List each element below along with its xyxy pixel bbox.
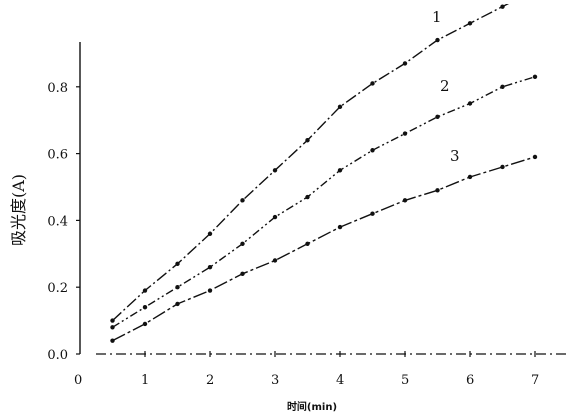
data-point-series-1-6 — [305, 138, 310, 143]
x-tick-label-0: 0 — [74, 373, 82, 388]
data-point-series-3-4 — [240, 271, 245, 277]
data-point-series-1-0 — [110, 318, 115, 323]
data-point-series-2-7 — [337, 168, 343, 173]
x-tick-label-7: 7 — [531, 373, 539, 388]
x-tick-label-3: 3 — [271, 373, 279, 388]
data-point-series-1-3 — [207, 231, 213, 236]
series-line-3 — [112, 156, 536, 342]
data-point-series-2-12 — [500, 84, 505, 90]
data-point-series-2-2 — [175, 285, 180, 290]
data-point-series-3-11 — [467, 174, 473, 180]
data-point-series-3-3 — [207, 288, 213, 293]
data-point-series-3-13 — [532, 154, 538, 160]
y-tick-label-0.8: 0.8 — [47, 81, 68, 96]
data-point-series-2-5 — [272, 214, 278, 220]
data-point-series-3-2 — [175, 301, 180, 307]
y-axis-label: 吸光度(A) — [9, 174, 28, 246]
series-label-3: 3 — [450, 147, 460, 165]
x-tick-label-4: 4 — [336, 373, 344, 388]
series-lines — [112, 4, 536, 342]
series-line-1 — [112, 4, 510, 322]
data-point-series-2-9 — [402, 131, 408, 136]
y-tick-label-0.6: 0.6 — [47, 148, 68, 163]
data-point-series-2-6 — [305, 194, 310, 200]
axes — [79, 42, 570, 355]
data-point-series-2-0 — [110, 325, 115, 330]
data-point-series-2-1 — [142, 305, 148, 310]
data-point-series-1-8 — [370, 81, 375, 86]
data-point-series-2-4 — [240, 241, 245, 246]
tick-labels: 0 1 2 3 4 5 6 7 0.0 0.2 0.4 0.6 0.8 — [47, 81, 539, 388]
data-point-series-3-12 — [500, 164, 505, 170]
data-point-series-3-5 — [272, 258, 278, 263]
data-point-series-3-1 — [142, 321, 148, 327]
data-point-series-3-6 — [305, 241, 310, 246]
data-point-series-1-9 — [402, 61, 408, 66]
data-point-series-3-9 — [402, 198, 408, 203]
data-point-series-1-1 — [142, 288, 148, 293]
data-point-series-3-0 — [110, 338, 115, 343]
series-labels: 1 2 3 — [432, 8, 460, 165]
data-point-series-3-10 — [435, 188, 440, 193]
data-point-series-1-5 — [272, 168, 278, 173]
data-point-series-1-2 — [175, 261, 180, 267]
y-tick-label-0.2: 0.2 — [47, 281, 68, 296]
data-point-series-2-11 — [467, 101, 473, 106]
data-point-series-1-4 — [240, 198, 245, 203]
data-point-series-1-11 — [467, 21, 473, 26]
y-tick-label-0.4: 0.4 — [47, 214, 68, 229]
series-line-2 — [112, 76, 536, 328]
series-label-1: 1 — [432, 8, 442, 26]
tick-marks — [76, 86, 536, 357]
data-point-series-2-3 — [207, 264, 213, 270]
x-tick-label-6: 6 — [466, 373, 474, 388]
data-point-series-3-7 — [337, 224, 343, 230]
data-point-series-1-7 — [337, 104, 343, 110]
x-axis-label: 时间(min) — [287, 400, 337, 413]
data-point-series-2-13 — [532, 74, 538, 79]
data-point-series-2-8 — [370, 148, 375, 153]
data-point-series-3-8 — [370, 211, 375, 216]
series-label-2: 2 — [440, 77, 450, 95]
data-point-series-1-10 — [435, 37, 440, 43]
data-point-series-1-12 — [500, 4, 505, 9]
y-tick-label-0.0: 0.0 — [47, 348, 68, 363]
series-points — [110, 4, 538, 343]
data-point-series-2-10 — [435, 114, 440, 120]
x-tick-label-5: 5 — [401, 373, 409, 388]
x-tick-label-1: 1 — [141, 373, 149, 388]
x-tick-label-2: 2 — [206, 373, 214, 388]
